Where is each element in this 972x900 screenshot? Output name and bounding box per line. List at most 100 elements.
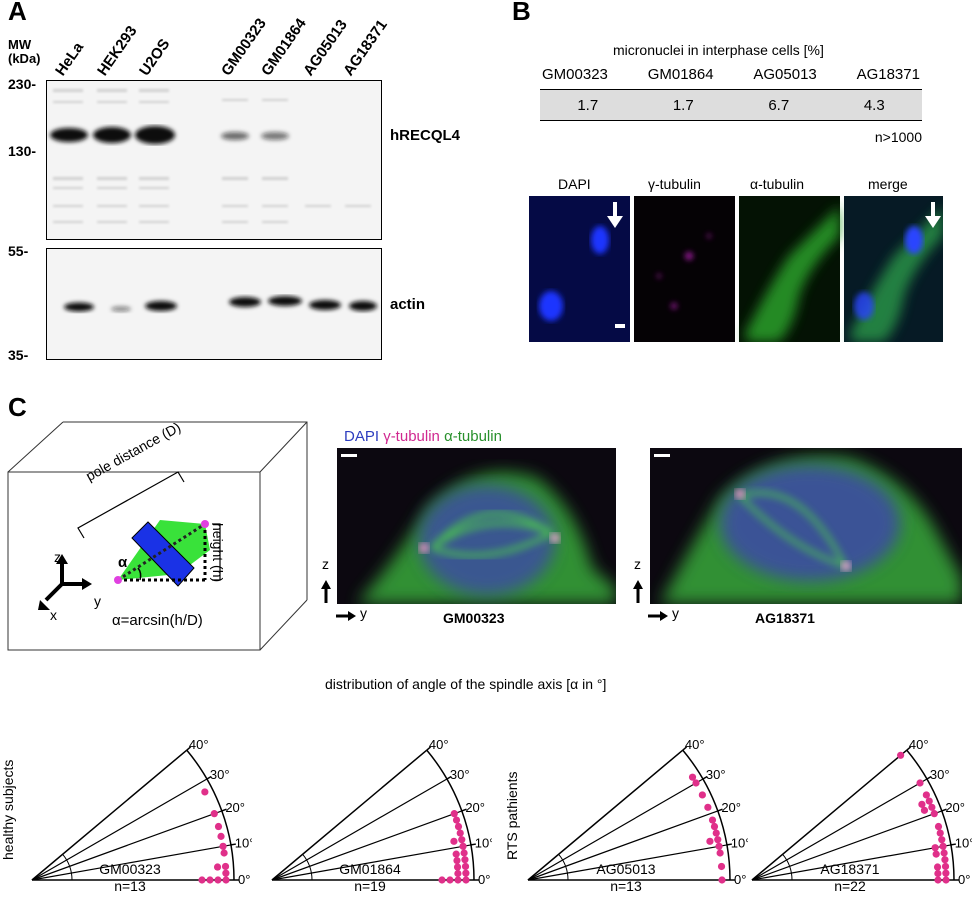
data-point [214, 876, 222, 884]
tick-label: 20° [225, 800, 245, 815]
blot-actin [46, 248, 382, 360]
tick-mark [950, 843, 956, 846]
data-point [198, 876, 206, 884]
radial-line [271, 844, 472, 881]
radial-line [527, 810, 719, 881]
mw-mark-230: 230- [8, 76, 37, 92]
lane-label: HEK293 [94, 22, 141, 79]
data-point [715, 842, 723, 850]
radial-line [751, 749, 908, 881]
data-point [214, 822, 223, 831]
legend-dapi: DAPI [344, 428, 380, 445]
data-point [941, 856, 949, 864]
image-axis-gm00323 [321, 580, 356, 621]
polar-chart-gm01864: 0° 10° 20° 30°40° [271, 737, 492, 886]
data-point [222, 869, 230, 877]
tick-mark [726, 843, 732, 846]
data-point [931, 844, 939, 852]
tick-mark [186, 746, 192, 751]
stain-legend: DAPI γ-tubulin α-tubulin [344, 428, 502, 445]
panel-letter-a: A [8, 0, 27, 26]
polar-n: n=22 [834, 877, 866, 894]
axis-x-label: x [50, 607, 57, 623]
mn-header: GM01864 [647, 66, 714, 83]
legend-alpha-tubulin: α-tubulin [444, 428, 502, 445]
data-point [456, 829, 464, 837]
mn-header: AG05013 [753, 66, 817, 83]
tick-label: 20° [465, 800, 485, 815]
tick-mark [717, 808, 723, 812]
mn-value: 6.7 [768, 96, 790, 114]
radial-line [31, 749, 188, 881]
lane-label: U2OS [136, 35, 174, 79]
tick-label: 10° [235, 836, 252, 851]
data-point [928, 803, 936, 811]
label-dapi: DAPI [558, 176, 591, 192]
mw-mark-35: 35- [8, 347, 29, 363]
data-point [452, 816, 461, 824]
tick-label: 40° [909, 737, 929, 752]
data-point [213, 863, 222, 871]
outer-arc [426, 749, 475, 881]
data-point [930, 810, 938, 818]
tick-label: 10° [731, 836, 748, 851]
micrograph-gm00323 [337, 448, 616, 604]
data-point [210, 810, 218, 818]
panel-letter-c: C [8, 392, 27, 422]
image-axis-z: z [322, 556, 329, 572]
data-point [453, 856, 461, 865]
inner-arc [62, 853, 73, 881]
data-point [942, 876, 950, 884]
label-actin: actin [390, 296, 426, 313]
data-point [714, 836, 722, 844]
inner-arc [782, 853, 793, 881]
mn-value: 4.3 [863, 96, 885, 114]
data-point [717, 862, 726, 871]
tick-label: 20° [721, 800, 741, 815]
data-point [461, 862, 470, 871]
polar-n: n=13 [114, 877, 146, 894]
outer-arc [682, 749, 731, 881]
data-point [438, 876, 446, 884]
tick-mark [206, 775, 212, 780]
data-point [220, 849, 228, 857]
data-point [458, 836, 466, 844]
radial-line [31, 810, 223, 881]
tick-mark [702, 775, 708, 780]
data-point [934, 876, 942, 884]
data-point [692, 779, 700, 787]
data-point [454, 876, 462, 884]
label-formula: α=arcsin(h/D) [112, 612, 203, 629]
inner-arc [302, 853, 313, 881]
micrograph-label-gm00323: GM00323 [443, 610, 505, 626]
blot-actin-bands [64, 296, 377, 312]
tick-label: 0° [238, 872, 250, 886]
radial-line [271, 778, 448, 881]
data-point [222, 876, 230, 884]
radial-line [271, 749, 428, 881]
inner-arc [558, 853, 569, 881]
mw-mark-55: 55- [8, 243, 29, 259]
data-point [452, 850, 460, 858]
radial-line [271, 810, 463, 881]
data-point [933, 863, 942, 871]
radial-line [751, 778, 928, 881]
panel-letter-b: B [512, 0, 531, 26]
micronuclei-value-row: 1.7 1.7 6.7 4.3 [540, 89, 922, 121]
radial-line [751, 844, 952, 881]
spindle-diagram [7, 421, 308, 651]
tick-mark [446, 775, 452, 780]
data-point [925, 797, 933, 805]
radial-line [31, 778, 208, 881]
polar-label: GM01864 n=19 [320, 861, 420, 895]
data-point [219, 842, 227, 850]
radial-line [527, 844, 728, 881]
data-point [918, 800, 926, 808]
polar-label: AG18371 n=22 [800, 861, 900, 895]
data-point [453, 863, 462, 871]
data-point [916, 779, 924, 787]
label-hrecql4: hRECQL4 [390, 127, 461, 144]
image-axis-y-2: y [672, 605, 679, 621]
mw-title: MW (kDa) [8, 37, 41, 67]
radial-line [527, 778, 704, 881]
